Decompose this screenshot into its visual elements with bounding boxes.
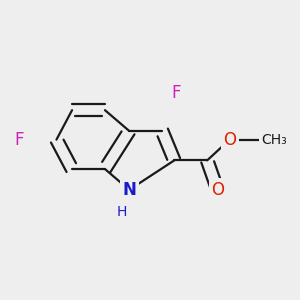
Text: F: F — [171, 83, 181, 101]
Text: F: F — [14, 130, 24, 148]
Text: O: O — [223, 130, 236, 148]
Text: H: H — [117, 205, 128, 219]
Text: CH₃: CH₃ — [261, 133, 286, 147]
Text: O: O — [211, 181, 224, 199]
Text: N: N — [122, 181, 136, 199]
